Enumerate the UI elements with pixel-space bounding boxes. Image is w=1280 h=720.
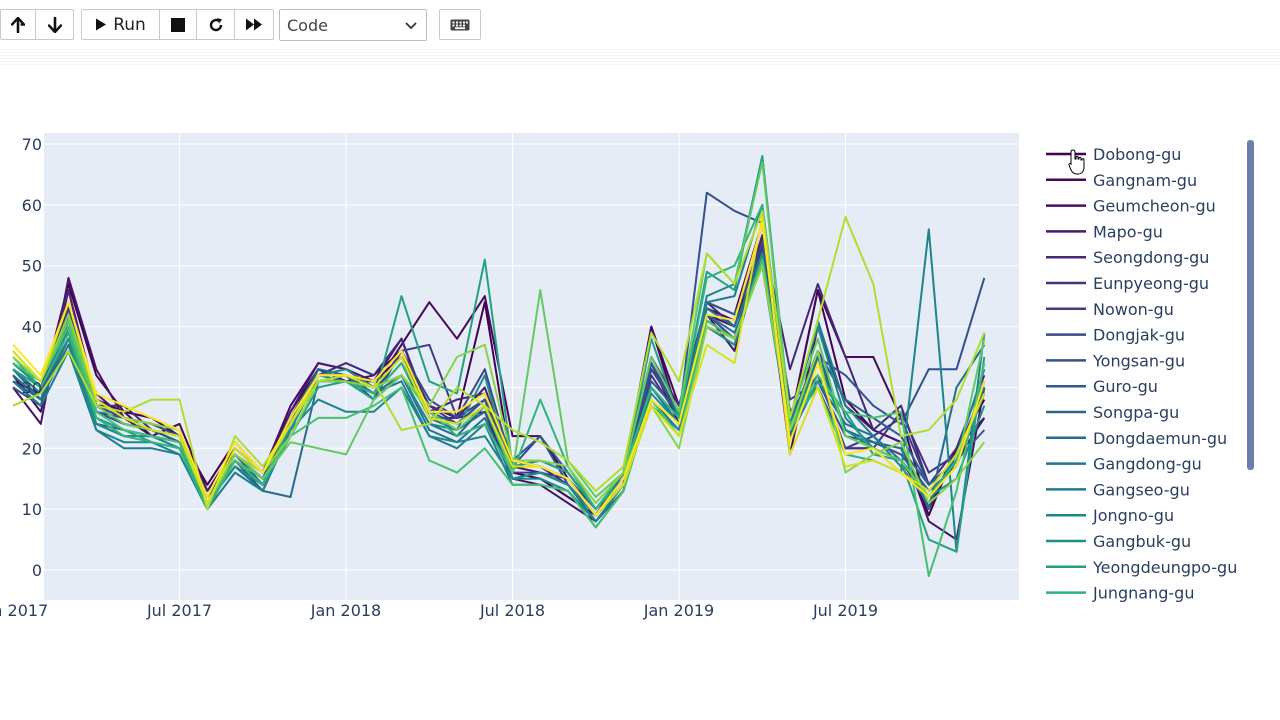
chevron-down-icon [405, 22, 417, 30]
cell-type-value: Code [287, 15, 328, 35]
legend-label: Dongdaemun-gu [1093, 429, 1227, 448]
restart-icon [209, 17, 222, 31]
legend-item-gangnam-gu[interactable]: Gangnam-gu [1046, 171, 1197, 190]
legend-item-gangseo-gu[interactable]: Gangseo-gu [1046, 480, 1190, 499]
legend-label: Gangnam-gu [1093, 171, 1197, 190]
command-palette-button[interactable] [439, 9, 481, 40]
y-tick-label: 40 [22, 318, 42, 337]
y-tick-label: 20 [22, 439, 42, 458]
pointer-cursor-icon [1068, 149, 1085, 175]
legend-label: Yongsan-gu [1092, 351, 1185, 370]
legend-label: Yeongdeungpo-gu [1092, 558, 1237, 577]
notebook-toolbar: Run Code [0, 0, 1280, 48]
fast-forward-icon [246, 18, 262, 31]
y-tick-label: 30 [22, 378, 42, 397]
arrow-down-icon [47, 16, 62, 33]
x-tick-label: Jan 2018 [310, 601, 381, 620]
legend-label: Nowon-gu [1093, 300, 1174, 319]
legend[interactable]: Dobong-gu Gangnam-gu Geumcheon-gu Mapo-gu Se… [1046, 145, 1237, 603]
legend-item-dongdaemun-gu[interactable]: Dongdaemun-gu [1046, 429, 1227, 448]
x-tick-label: Jul 2017 [146, 601, 212, 620]
toolbar-divider [0, 47, 1280, 67]
keyboard-icon [450, 19, 470, 30]
legend-item-gangbuk-gu[interactable]: Gangbuk-gu [1046, 532, 1191, 551]
x-tick-label: Jul 2018 [479, 601, 545, 620]
run-button[interactable]: Run [81, 9, 160, 40]
series-lines[interactable] [12, 155, 986, 578]
legend-label: Dobong-gu [1093, 145, 1181, 164]
cell-type-select[interactable]: Code [279, 9, 427, 41]
legend-label: Jongno-gu [1092, 506, 1174, 525]
legend-item-dongjak-gu[interactable]: Dongjak-gu [1046, 326, 1185, 345]
y-axis: 0 10 20 30 40 50 60 70 [22, 135, 42, 580]
legend-item-geumcheon-gu[interactable]: Geumcheon-gu [1046, 197, 1216, 216]
run-label: Run [113, 14, 146, 35]
legend-item-dobong-gu[interactable]: Dobong-gu [1046, 145, 1181, 164]
grid-lines [12, 133, 1019, 600]
arrow-up-icon [11, 16, 25, 33]
restart-kernel-button[interactable] [196, 9, 235, 40]
legend-label: Guro-gu [1093, 377, 1158, 396]
move-up-button[interactable] [0, 9, 36, 40]
legend-label: Dongjak-gu [1093, 326, 1185, 345]
legend-label: Seongdong-gu [1093, 248, 1209, 267]
y-tick-label: 50 [22, 257, 42, 276]
interrupt-kernel-button[interactable] [159, 9, 197, 40]
x-axis: Jan 2017 Jul 2017 Jan 2018 Jul 2018 Jan 2019… [0, 601, 878, 620]
legend-item-seongdong-gu[interactable]: Seongdong-gu [1046, 248, 1209, 267]
legend-item-jongno-gu[interactable]: Jongno-gu [1046, 506, 1174, 525]
legend-scrollbar[interactable] [1247, 140, 1254, 470]
legend-item-yongsan-gu[interactable]: Yongsan-gu [1046, 351, 1185, 370]
legend-label: Gangseo-gu [1093, 480, 1190, 499]
y-tick-label: 0 [32, 561, 42, 580]
y-tick-label: 70 [22, 135, 42, 154]
series-line-gwangjin-gu[interactable] [12, 216, 986, 517]
play-icon [96, 18, 107, 31]
legend-item-gangdong-gu[interactable]: Gangdong-gu [1046, 455, 1202, 474]
stop-icon [171, 17, 185, 32]
chart-output: 0 10 20 30 40 50 60 70 Jan 2017 Jul 2017 Jan 2018… [0, 90, 1280, 650]
series-line-jung-gu[interactable] [12, 209, 986, 511]
y-tick-label: 60 [22, 196, 42, 215]
series-line-seocho-gu[interactable] [12, 222, 986, 517]
legend-item-songpa-gu[interactable]: Songpa-gu [1046, 403, 1179, 422]
line-chart[interactable]: 0 10 20 30 40 50 60 70 Jan 2017 Jul 2017 Jan 2018… [0, 90, 1280, 650]
series-line-jongno-gu[interactable] [12, 155, 986, 553]
legend-label: Gangdong-gu [1093, 455, 1202, 474]
restart-run-all-button[interactable] [234, 9, 274, 40]
legend-item-yeongdeungpo-gu[interactable]: Yeongdeungpo-gu [1046, 558, 1237, 577]
legend-item-nowon-gu[interactable]: Nowon-gu [1046, 300, 1174, 319]
move-down-button[interactable] [35, 9, 74, 40]
legend-label: Geumcheon-gu [1093, 197, 1216, 216]
x-tick-label: Jan 2017 [0, 601, 48, 620]
x-tick-label: Jan 2019 [643, 601, 714, 620]
legend-item-guro-gu[interactable]: Guro-gu [1046, 377, 1158, 396]
legend-item-jungnang-gu[interactable]: Jungnang-gu [1046, 584, 1194, 603]
legend-label: Songpa-gu [1093, 403, 1179, 422]
legend-item-mapo-gu[interactable]: Mapo-gu [1046, 222, 1163, 241]
legend-label: Mapo-gu [1093, 222, 1163, 241]
legend-item-eunpyeong-gu[interactable]: Eunpyeong-gu [1046, 274, 1209, 293]
x-tick-label: Jul 2019 [812, 601, 878, 620]
legend-label: Gangbuk-gu [1093, 532, 1191, 551]
y-tick-label: 10 [22, 500, 42, 519]
legend-label: Eunpyeong-gu [1093, 274, 1209, 293]
plot-background [44, 133, 1019, 600]
legend-label: Jungnang-gu [1092, 584, 1194, 603]
